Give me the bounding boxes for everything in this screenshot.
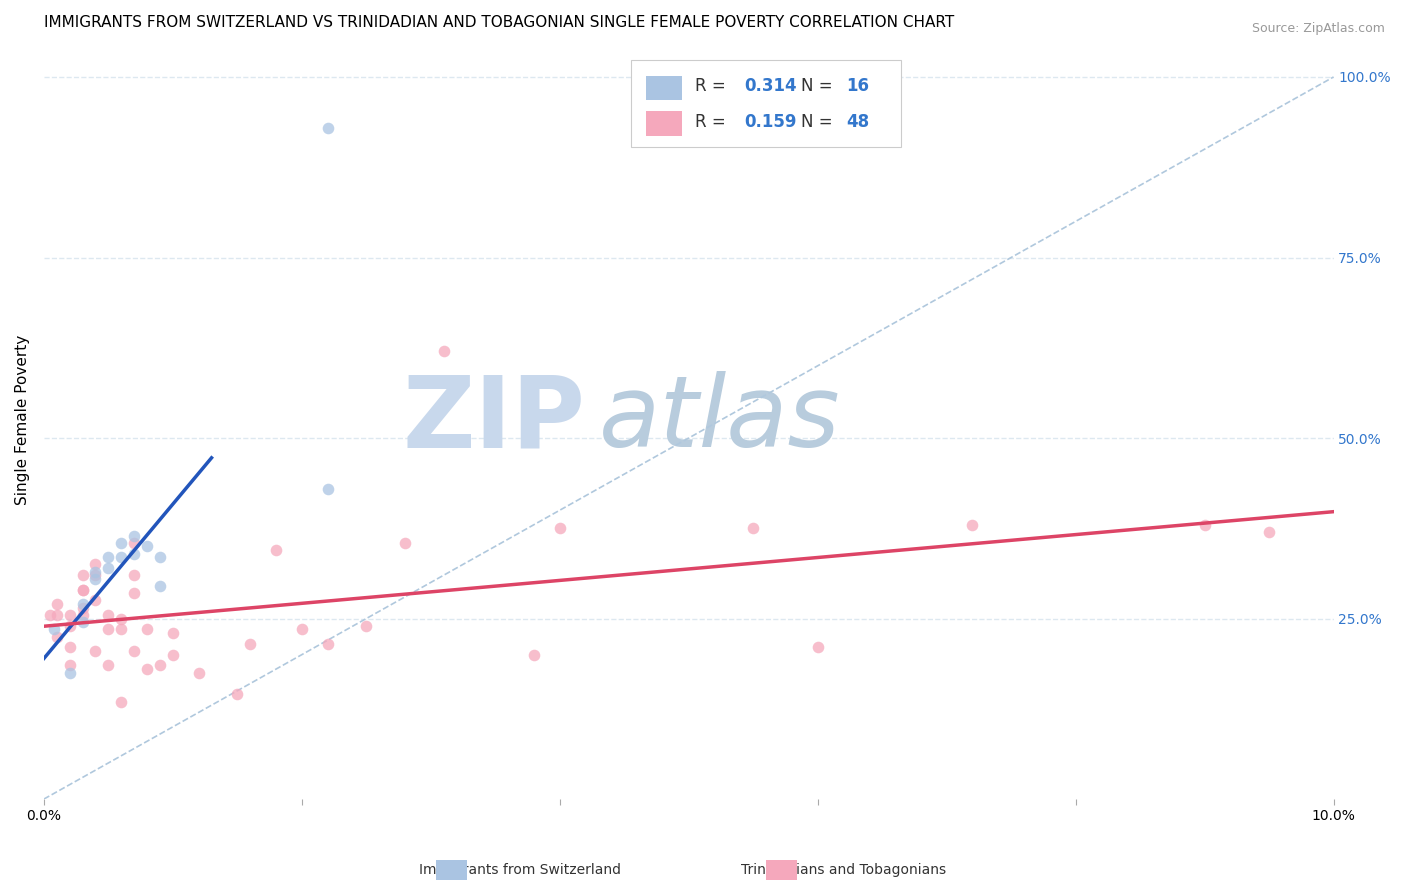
Point bbox=[291, 623, 314, 637]
Point bbox=[59, 619, 82, 633]
Point bbox=[110, 535, 132, 549]
Point bbox=[149, 658, 172, 673]
Point bbox=[84, 558, 107, 572]
Point bbox=[162, 648, 184, 662]
Point bbox=[1194, 517, 1216, 532]
Point bbox=[72, 600, 94, 615]
Point bbox=[110, 550, 132, 565]
Point bbox=[264, 543, 287, 558]
Point bbox=[122, 528, 145, 542]
Point bbox=[84, 593, 107, 607]
Point bbox=[122, 547, 145, 561]
Text: N =: N = bbox=[801, 78, 838, 95]
Point bbox=[97, 561, 120, 575]
Point bbox=[394, 535, 416, 549]
Point bbox=[72, 568, 94, 582]
Text: R =: R = bbox=[695, 113, 731, 131]
Point bbox=[110, 695, 132, 709]
Point bbox=[84, 572, 107, 586]
Point bbox=[162, 626, 184, 640]
Point bbox=[39, 607, 62, 622]
Point bbox=[122, 568, 145, 582]
FancyBboxPatch shape bbox=[631, 60, 901, 147]
Point bbox=[45, 597, 67, 611]
Point bbox=[742, 521, 765, 535]
Point bbox=[97, 623, 120, 637]
Point bbox=[316, 482, 339, 496]
Point bbox=[45, 607, 67, 622]
Point bbox=[187, 665, 209, 680]
Point bbox=[59, 665, 82, 680]
Point bbox=[548, 521, 571, 535]
Point bbox=[72, 607, 94, 622]
Text: Immigrants from Switzerland: Immigrants from Switzerland bbox=[419, 863, 621, 877]
Text: 0.159: 0.159 bbox=[744, 113, 797, 131]
Point bbox=[136, 623, 159, 637]
Text: N =: N = bbox=[801, 113, 838, 131]
Point bbox=[149, 579, 172, 593]
Point bbox=[122, 535, 145, 549]
Point bbox=[72, 615, 94, 629]
Point bbox=[59, 640, 82, 655]
Point bbox=[433, 344, 456, 359]
Text: atlas: atlas bbox=[599, 371, 839, 468]
Text: Trinidadians and Tobagonians: Trinidadians and Tobagonians bbox=[741, 863, 946, 877]
Point bbox=[59, 658, 82, 673]
Point bbox=[122, 586, 145, 600]
Text: 0.314: 0.314 bbox=[744, 78, 797, 95]
Point bbox=[97, 607, 120, 622]
Point bbox=[72, 582, 94, 597]
Text: R =: R = bbox=[695, 78, 731, 95]
Point bbox=[239, 637, 262, 651]
Point bbox=[149, 550, 172, 565]
Text: 48: 48 bbox=[846, 113, 869, 131]
Point bbox=[59, 607, 82, 622]
Point bbox=[110, 611, 132, 625]
Point bbox=[316, 120, 339, 135]
Text: Source: ZipAtlas.com: Source: ZipAtlas.com bbox=[1251, 22, 1385, 36]
Point bbox=[356, 619, 378, 633]
Point bbox=[72, 597, 94, 611]
Point bbox=[84, 644, 107, 658]
Text: 16: 16 bbox=[846, 78, 869, 95]
Y-axis label: Single Female Poverty: Single Female Poverty bbox=[15, 334, 30, 505]
Point bbox=[84, 568, 107, 582]
Point bbox=[110, 623, 132, 637]
Text: ZIP: ZIP bbox=[402, 371, 585, 468]
Point bbox=[136, 662, 159, 676]
Point bbox=[962, 517, 984, 532]
FancyBboxPatch shape bbox=[647, 76, 682, 100]
Point bbox=[523, 648, 546, 662]
Point bbox=[97, 550, 120, 565]
FancyBboxPatch shape bbox=[647, 112, 682, 136]
Point bbox=[807, 640, 830, 655]
Point bbox=[1258, 524, 1281, 539]
Point bbox=[97, 658, 120, 673]
Point bbox=[45, 630, 67, 644]
Point bbox=[72, 582, 94, 597]
Point bbox=[44, 623, 66, 637]
Point bbox=[136, 539, 159, 553]
Point bbox=[316, 637, 339, 651]
Text: IMMIGRANTS FROM SWITZERLAND VS TRINIDADIAN AND TOBAGONIAN SINGLE FEMALE POVERTY : IMMIGRANTS FROM SWITZERLAND VS TRINIDADI… bbox=[44, 15, 955, 30]
Point bbox=[122, 644, 145, 658]
Point bbox=[226, 687, 249, 701]
Point bbox=[84, 565, 107, 579]
